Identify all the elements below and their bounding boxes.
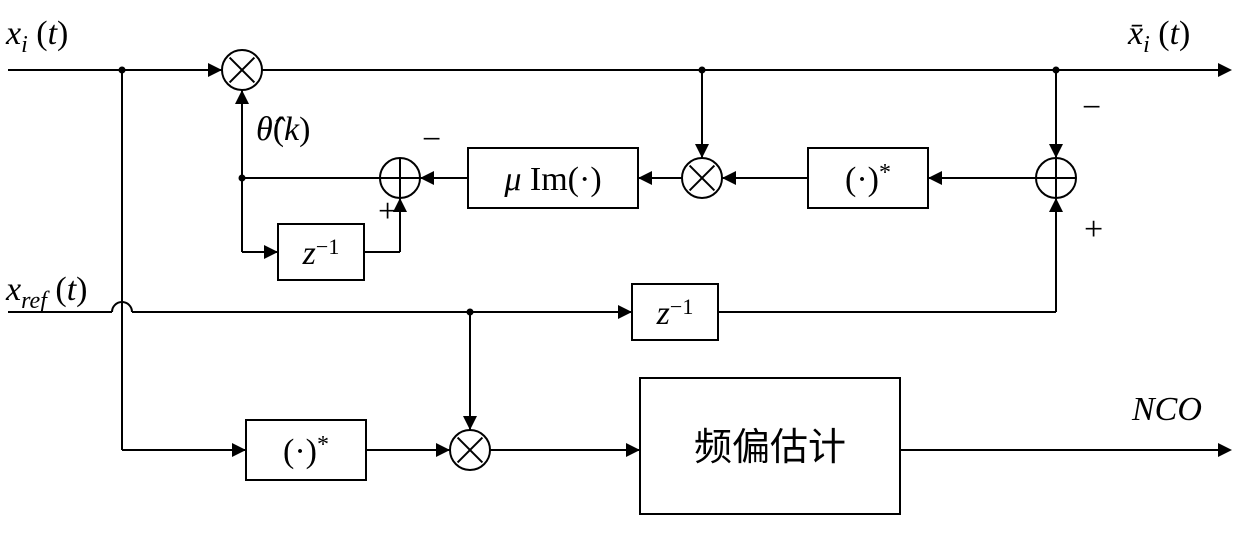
- svg-text:(·)*: (·)*: [845, 160, 891, 198]
- svg-text:z−1: z−1: [302, 234, 340, 272]
- svg-text:频偏估计: 频偏估计: [694, 427, 846, 469]
- svg-text:NCO: NCO: [1131, 391, 1202, 428]
- svg-text:θ̂(k): θ̂(k): [256, 111, 310, 148]
- svg-text:+: +: [1084, 211, 1103, 248]
- svg-text:−: −: [422, 121, 441, 158]
- svg-text:(·)*: (·)*: [283, 432, 329, 470]
- svg-text:μ Im(·): μ Im(·): [503, 161, 601, 198]
- svg-text:xi (t): xi (t): [5, 15, 68, 58]
- svg-text:xref (t): xref (t): [5, 271, 87, 314]
- svg-text:+: +: [378, 193, 397, 230]
- svg-text:−: −: [1082, 89, 1101, 126]
- svg-text:z−1: z−1: [656, 294, 694, 332]
- svg-text:x̄i (t): x̄i (t): [1127, 15, 1190, 58]
